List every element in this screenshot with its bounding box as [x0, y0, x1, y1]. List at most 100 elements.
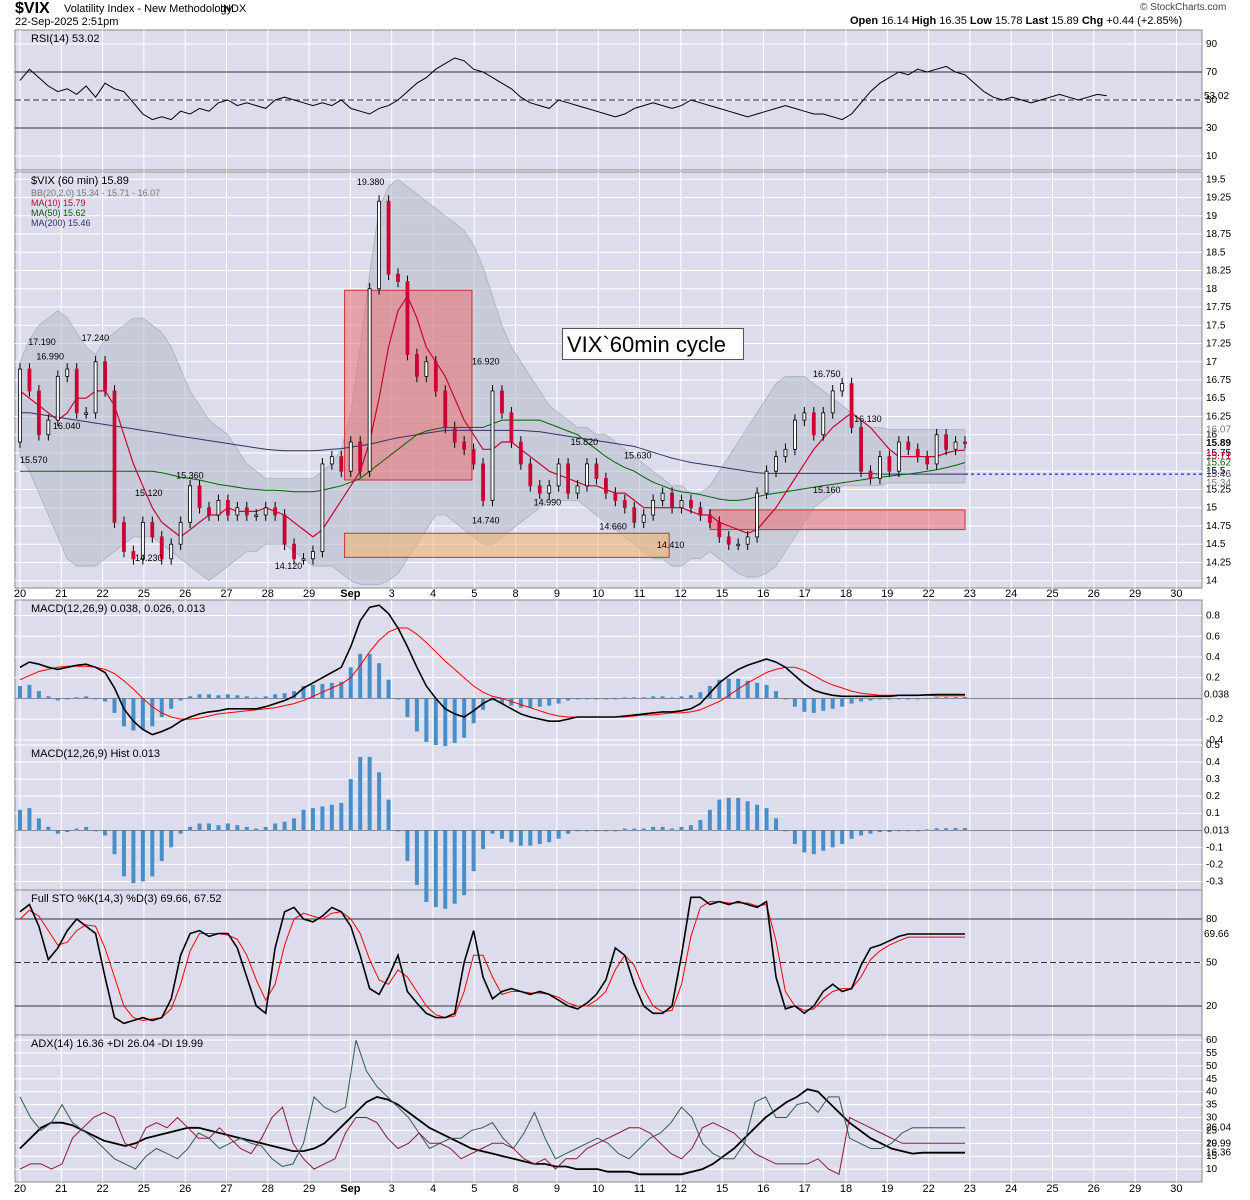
symbol-name: Volatility Index - New Methodology	[64, 3, 233, 15]
macd-hist-bar	[934, 697, 939, 699]
macd-last-label: 0.038	[1204, 689, 1229, 700]
panel-bg-3	[14, 744, 1203, 891]
price-annotation: 14.740	[472, 516, 500, 526]
macd-hist-bar	[622, 697, 627, 699]
macd-hist-bar	[367, 653, 372, 699]
candle-body	[641, 514, 646, 523]
y-tick-label: 25	[1206, 1125, 1218, 1136]
candle-body	[244, 507, 249, 516]
candle-body	[122, 521, 126, 552]
candle-body	[887, 456, 892, 472]
candle-body	[452, 427, 457, 443]
price-annotation: 15.630	[624, 451, 652, 461]
candle-body	[65, 368, 70, 377]
y-tick-label: 0.8	[1206, 611, 1220, 622]
y-tick-label: 0.2	[1206, 791, 1220, 802]
hist-bar	[169, 830, 174, 848]
price-annotation: 16.750	[813, 369, 841, 379]
low-label: Low	[969, 15, 992, 27]
candle-body	[150, 521, 155, 538]
candle-body	[197, 485, 202, 509]
macd-hist-bar	[906, 698, 911, 700]
candle-body	[953, 441, 958, 450]
macd-hist-bar	[348, 667, 353, 699]
open-label: Open	[850, 15, 879, 27]
hist-bar	[235, 825, 240, 831]
x-tick-label: 25	[1046, 1183, 1058, 1195]
macd-signal-line	[19, 627, 965, 720]
macd-hist-bar	[377, 663, 382, 699]
candle-body	[112, 390, 117, 523]
macd-hist-bar	[698, 692, 703, 699]
y-tick-label: 14	[1206, 576, 1218, 587]
candle-body	[925, 456, 930, 465]
macd-hist-bar	[320, 683, 325, 699]
hist-bar	[566, 830, 571, 834]
candle-body	[821, 412, 826, 436]
hist-bar	[944, 828, 949, 831]
macd-hist-bar	[103, 698, 108, 702]
macd-hist-bar	[594, 698, 599, 700]
y-tick-label: 17	[1206, 357, 1218, 368]
hist-bar	[121, 830, 126, 877]
y-tick-label: 60	[1206, 1035, 1218, 1046]
macd-hist-bar	[811, 698, 816, 713]
x-tick-label: 26	[179, 1183, 191, 1195]
hist-bar	[963, 828, 967, 831]
macd-hist-bar	[112, 698, 117, 713]
candle-body	[481, 463, 485, 501]
macd-hist-bar	[188, 696, 193, 699]
hist-bar	[896, 830, 901, 832]
candle-body	[764, 470, 769, 494]
hist-bar	[433, 830, 438, 908]
y-tick-label: 90	[1206, 39, 1218, 50]
macd-hist-bar	[585, 698, 589, 700]
y-tick-label: 16	[1206, 430, 1218, 441]
open-value: 16.14	[881, 15, 909, 27]
macd-hist-bar	[273, 694, 278, 699]
hist-bar	[55, 830, 60, 834]
hist-bar	[112, 830, 117, 855]
hist-bar	[178, 830, 183, 834]
y-tick-label: 50	[1206, 95, 1218, 106]
hist-bar	[537, 830, 542, 844]
candle-body	[793, 419, 797, 450]
bollinger-band	[19, 178, 966, 585]
macd-hist-bar	[528, 698, 533, 708]
x-tick-label: 21	[55, 588, 67, 600]
macd-hist-bar	[556, 698, 561, 704]
candle-body	[859, 427, 863, 472]
macd-hist-bar	[887, 698, 892, 700]
macd-hist-bar	[396, 698, 400, 700]
macd-hist-bar	[282, 693, 287, 699]
candle-body	[963, 441, 967, 444]
candle-body	[329, 456, 334, 465]
sto-k-line	[19, 896, 965, 1025]
hist-bar	[868, 830, 873, 834]
macd-hist-bar	[433, 698, 438, 745]
panel-title-2: MACD(12,26,9) 0.038, 0.026, 0.013	[31, 603, 205, 615]
x-tick-label: 22	[96, 588, 108, 600]
panel-bg-5	[14, 1034, 1203, 1183]
macd-hist-bar	[386, 679, 391, 699]
macd-hist-bar	[244, 696, 249, 699]
last-label: Last	[1025, 15, 1049, 27]
hist-bar	[197, 823, 202, 831]
x-tick-label: 23	[964, 588, 976, 600]
macd-hist-bar	[301, 685, 306, 699]
rsi-last-label: 53.02	[1204, 91, 1229, 102]
macd-hist-bar	[46, 696, 51, 699]
hist-bar	[792, 830, 797, 844]
candle-body	[745, 536, 750, 545]
y-tick-label: 70	[1206, 67, 1218, 78]
candle-body	[311, 551, 315, 560]
quote-strip: Open 16.14 High 16.35 Low 15.78 Last 15.…	[850, 15, 1182, 27]
x-tick-label: 8	[513, 1183, 519, 1195]
macd-hist-bar	[774, 691, 778, 699]
x-tick-label: 22	[922, 1183, 934, 1195]
hist-bar	[547, 830, 552, 843]
macd-hist-bar	[18, 685, 22, 699]
candle-body	[566, 463, 570, 494]
candle-body	[320, 463, 325, 552]
hist-bar	[925, 829, 930, 831]
